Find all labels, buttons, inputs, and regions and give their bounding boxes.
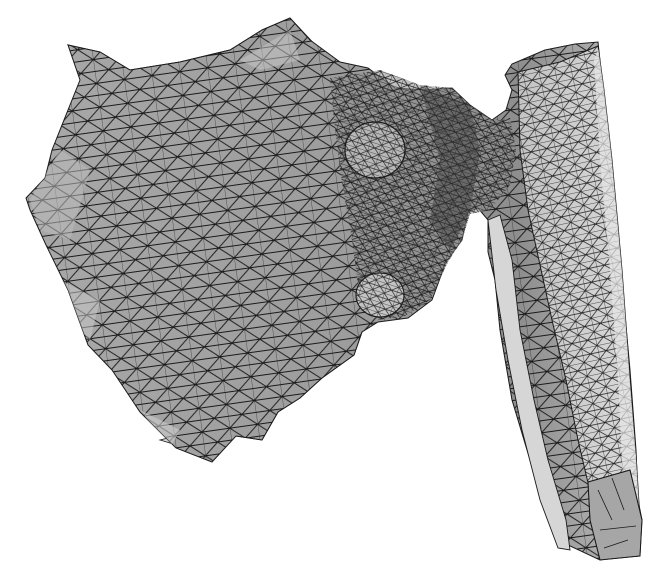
mesh-flange-left	[487, 214, 571, 551]
